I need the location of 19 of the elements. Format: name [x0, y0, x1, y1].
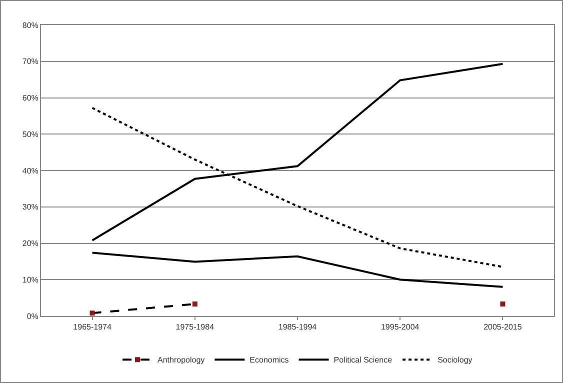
legend-label: Sociology [438, 356, 472, 365]
y-tick-label: 30% [22, 202, 38, 212]
x-tick-label: 1975-1984 [176, 322, 215, 332]
y-tick-label: 20% [22, 239, 38, 248]
legend-label: Political Science [334, 356, 393, 365]
y-tick-label: 60% [22, 94, 38, 103]
y-tick-label: 50% [22, 130, 38, 139]
y-tick-label: 70% [22, 57, 38, 66]
y-tick-label: 0% [26, 312, 38, 321]
y-tick-label: 80% [22, 20, 38, 30]
x-tick-label: 1965-1974 [73, 322, 112, 332]
y-tick-label: 40% [22, 166, 38, 176]
x-tick-label: 2005-2015 [484, 322, 522, 332]
legend-label: Anthropology [158, 356, 205, 365]
legend-label: Economics [250, 356, 289, 365]
x-tick-label: 1995-2004 [380, 322, 420, 332]
y-tick-label: 10% [22, 275, 38, 284]
line-series [91, 252, 504, 288]
x-tick-label: 1985-1994 [278, 322, 318, 332]
